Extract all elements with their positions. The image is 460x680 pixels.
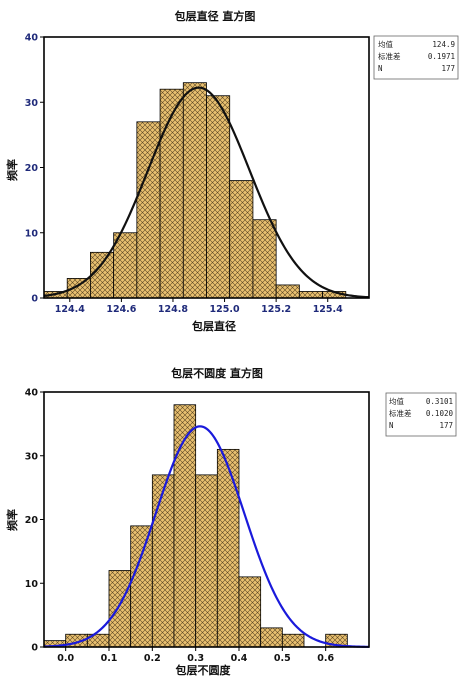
chart-1-ylabel: 频率 xyxy=(5,159,19,181)
chart-2-xlabel: 包层不圆度 xyxy=(175,663,232,677)
chart-1-y-ticks: 0 10 20 30 40 xyxy=(25,33,44,305)
y-tick-label: 0 xyxy=(31,643,38,654)
x-tick-label: 124.6 xyxy=(106,304,136,315)
y-tick-label: 20 xyxy=(25,515,39,526)
histogram-bar xyxy=(159,88,184,299)
histogram-bar xyxy=(216,448,240,648)
chart-2-stat-std-label: 标准差 xyxy=(389,408,412,418)
chart-2-x-ticks: 0.0 0.1 0.2 0.3 0.4 0.5 0.6 xyxy=(57,647,334,664)
chart-1-xlabel: 包层直径 xyxy=(191,319,236,333)
x-tick-label: 0.2 xyxy=(144,653,161,664)
chart-1-stat-mean-value: 124.9 xyxy=(432,40,455,49)
histogram-bar xyxy=(108,570,132,648)
chart-2-stats-box: 均值 0.3101 标准差 0.1020 N 177 xyxy=(385,392,457,437)
x-tick-label: 0.6 xyxy=(317,653,334,664)
x-tick-label: 124.4 xyxy=(55,304,85,315)
histogram-bar xyxy=(90,251,115,299)
y-tick-label: 40 xyxy=(25,33,39,44)
chart-2-stat-mean-value: 0.3101 xyxy=(426,397,453,406)
chart-1-stat-std-value: 0.1971 xyxy=(428,52,455,61)
chart-2-ylabel: 频率 xyxy=(5,509,19,531)
y-tick-label: 10 xyxy=(25,228,39,239)
chart-1-stat-mean-label: 均值 xyxy=(378,39,393,49)
histogram-bar xyxy=(275,284,300,299)
histogram-bar xyxy=(260,627,283,648)
chart-1-x-ticks: 124.4 124.6 124.8 125.0 125.2 125.4 xyxy=(55,298,343,315)
x-tick-label: 0.3 xyxy=(187,653,204,664)
histogram-bar xyxy=(182,82,207,299)
x-tick-label: 0.0 xyxy=(57,653,74,664)
chart-1-title: 包层直径 直方图 xyxy=(174,9,256,23)
histogram-bar xyxy=(130,525,153,648)
y-tick-label: 40 xyxy=(25,388,39,399)
x-tick-label: 0.1 xyxy=(101,653,118,664)
chart-2-y-ticks: 0 10 20 30 40 xyxy=(25,388,44,654)
x-tick-label: 0.4 xyxy=(231,653,248,664)
histogram-bar xyxy=(298,291,323,299)
chart-2-stat-mean-label: 均值 xyxy=(389,396,404,406)
chart-2-title: 包层不圆度 直方图 xyxy=(170,366,263,380)
x-tick-label: 125.4 xyxy=(313,304,343,315)
histogram-bar xyxy=(281,633,305,648)
x-tick-label: 125.0 xyxy=(210,304,240,315)
chart-1-stats-box: 均值 124.9 标准差 0.1971 N 177 xyxy=(373,35,459,80)
chart-1-stat-std-label: 标准差 xyxy=(378,51,401,61)
histogram-bar xyxy=(252,219,277,299)
histogram-bar xyxy=(151,474,175,648)
chart-1-stat-n-value: 177 xyxy=(441,64,455,73)
x-tick-label: 125.2 xyxy=(261,304,291,315)
chart-2-bars xyxy=(43,404,348,648)
chart-2-stat-n-label: N xyxy=(389,421,394,430)
histogram-bar xyxy=(195,474,218,648)
histogram-bar xyxy=(113,232,138,299)
y-tick-label: 0 xyxy=(31,294,38,305)
histogram-bar xyxy=(238,576,262,648)
chart-2: 包层不圆度 直方图 频率 包层不圆度 0.0 0.1 0.2 0.3 0.4 0.5 0.6… xyxy=(5,366,457,677)
histogram-bar xyxy=(229,180,254,299)
y-tick-label: 30 xyxy=(25,98,39,109)
chart-2-stat-std-value: 0.1020 xyxy=(426,409,454,418)
x-tick-label: 0.5 xyxy=(274,653,291,664)
histogram-bar xyxy=(206,95,231,299)
chart-2-stat-n-value: 177 xyxy=(439,421,453,430)
chart-1: 包层直径 直方图 频率 包层直径 124.4 124.6 124.8 125.0 125… xyxy=(5,9,459,333)
y-tick-label: 30 xyxy=(25,451,39,462)
y-tick-label: 10 xyxy=(25,579,39,590)
chart-1-bars xyxy=(43,82,347,299)
chart-2-normal-curve xyxy=(43,425,370,648)
y-tick-label: 20 xyxy=(25,163,39,174)
x-tick-label: 124.8 xyxy=(158,304,188,315)
chart-1-normal-curve xyxy=(43,86,370,299)
chart-1-stat-n-label: N xyxy=(378,64,383,73)
